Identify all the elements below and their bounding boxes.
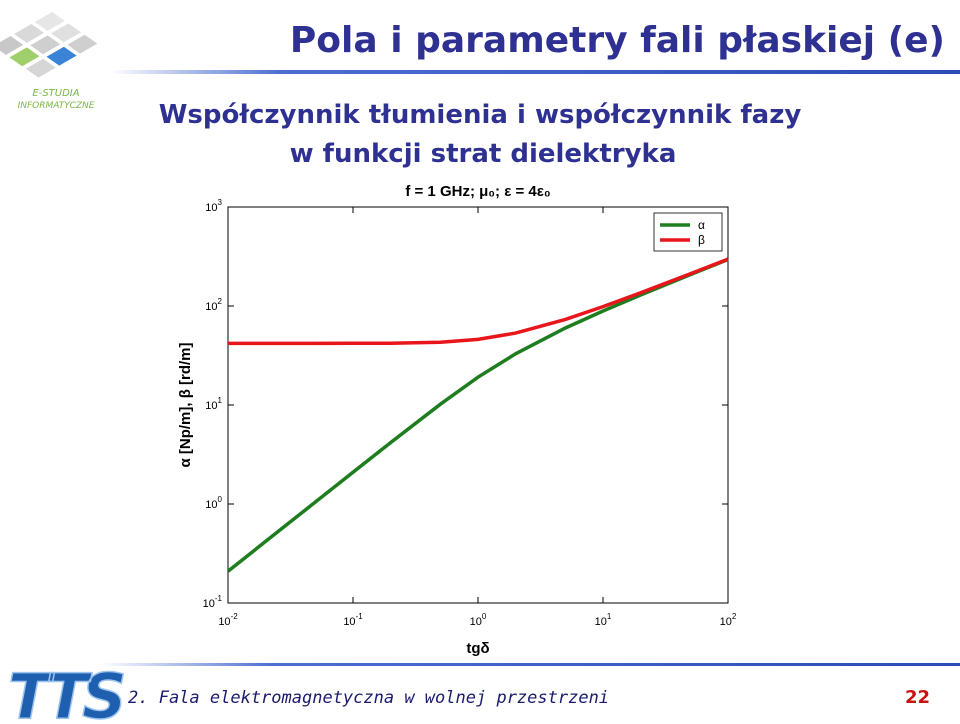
tick-label: 10-1 <box>203 594 223 610</box>
legend-box <box>653 212 723 252</box>
tick-label: 102 <box>205 297 222 313</box>
tick-exponent: -1 <box>356 612 364 621</box>
tick-base: 10 <box>343 616 355 628</box>
tick-base: 10 <box>205 202 217 214</box>
tick-label: 10-1 <box>343 612 363 628</box>
subtitle: w funkcji strat dielektryka <box>290 139 677 169</box>
plot-area <box>227 206 729 604</box>
tick-label: 10-2 <box>218 612 238 628</box>
tick-base: 10 <box>470 616 482 628</box>
tick-base: 10 <box>205 499 217 511</box>
y-axis-label: α [Np/m], β [rd/m] <box>177 342 194 467</box>
logo-text: INFORMATYCZNE <box>18 101 95 111</box>
tick-base: 10 <box>205 301 217 313</box>
page-number: 22 <box>905 687 930 708</box>
x-axis-label: tgδ <box>466 640 489 657</box>
tick-base: 10 <box>720 616 732 628</box>
footer-logo: TTS <box>8 660 124 720</box>
tick-base: 10 <box>205 400 217 412</box>
tick-label: 103 <box>205 198 222 214</box>
tick-exponent: 1 <box>218 396 223 405</box>
tick-exponent: 2 <box>732 612 737 621</box>
logo-text: E-STUDIA <box>32 88 79 99</box>
tick-exponent: 0 <box>482 612 487 621</box>
tick-exponent: 2 <box>218 297 223 306</box>
subtitle: Współczynnik tłumienia i współczynnik fa… <box>159 100 802 130</box>
tick-base: 10 <box>595 616 607 628</box>
legend-label: β <box>698 233 705 247</box>
data-line <box>226 257 729 573</box>
header-rule <box>110 70 960 74</box>
tick-exponent: 0 <box>218 495 223 504</box>
tick-label: 101 <box>595 612 612 628</box>
tick-exponent: -1 <box>215 594 223 603</box>
tick-exponent: -2 <box>231 612 239 621</box>
data-line <box>228 257 729 346</box>
chart-title: f = 1 GHz; μ₀; ε = 4ε₀ <box>405 183 550 200</box>
tick-exponent: 1 <box>607 612 612 621</box>
tick-label: 100 <box>205 495 222 511</box>
tick-label: 100 <box>470 612 487 628</box>
tick-exponent: 3 <box>218 198 223 207</box>
tick-label: 101 <box>205 396 222 412</box>
tick-base: 10 <box>218 616 230 628</box>
tick-base: 10 <box>203 598 215 610</box>
footer-rule <box>100 663 960 666</box>
tick-label: 102 <box>720 612 737 628</box>
legend-label: α <box>698 218 705 232</box>
logo-icon <box>0 12 98 78</box>
footer-text: 2. Fala elektromagnetyczna w wolnej prze… <box>128 688 609 708</box>
slide-title: Pola i parametry fali płaskiej (e) <box>290 20 945 61</box>
